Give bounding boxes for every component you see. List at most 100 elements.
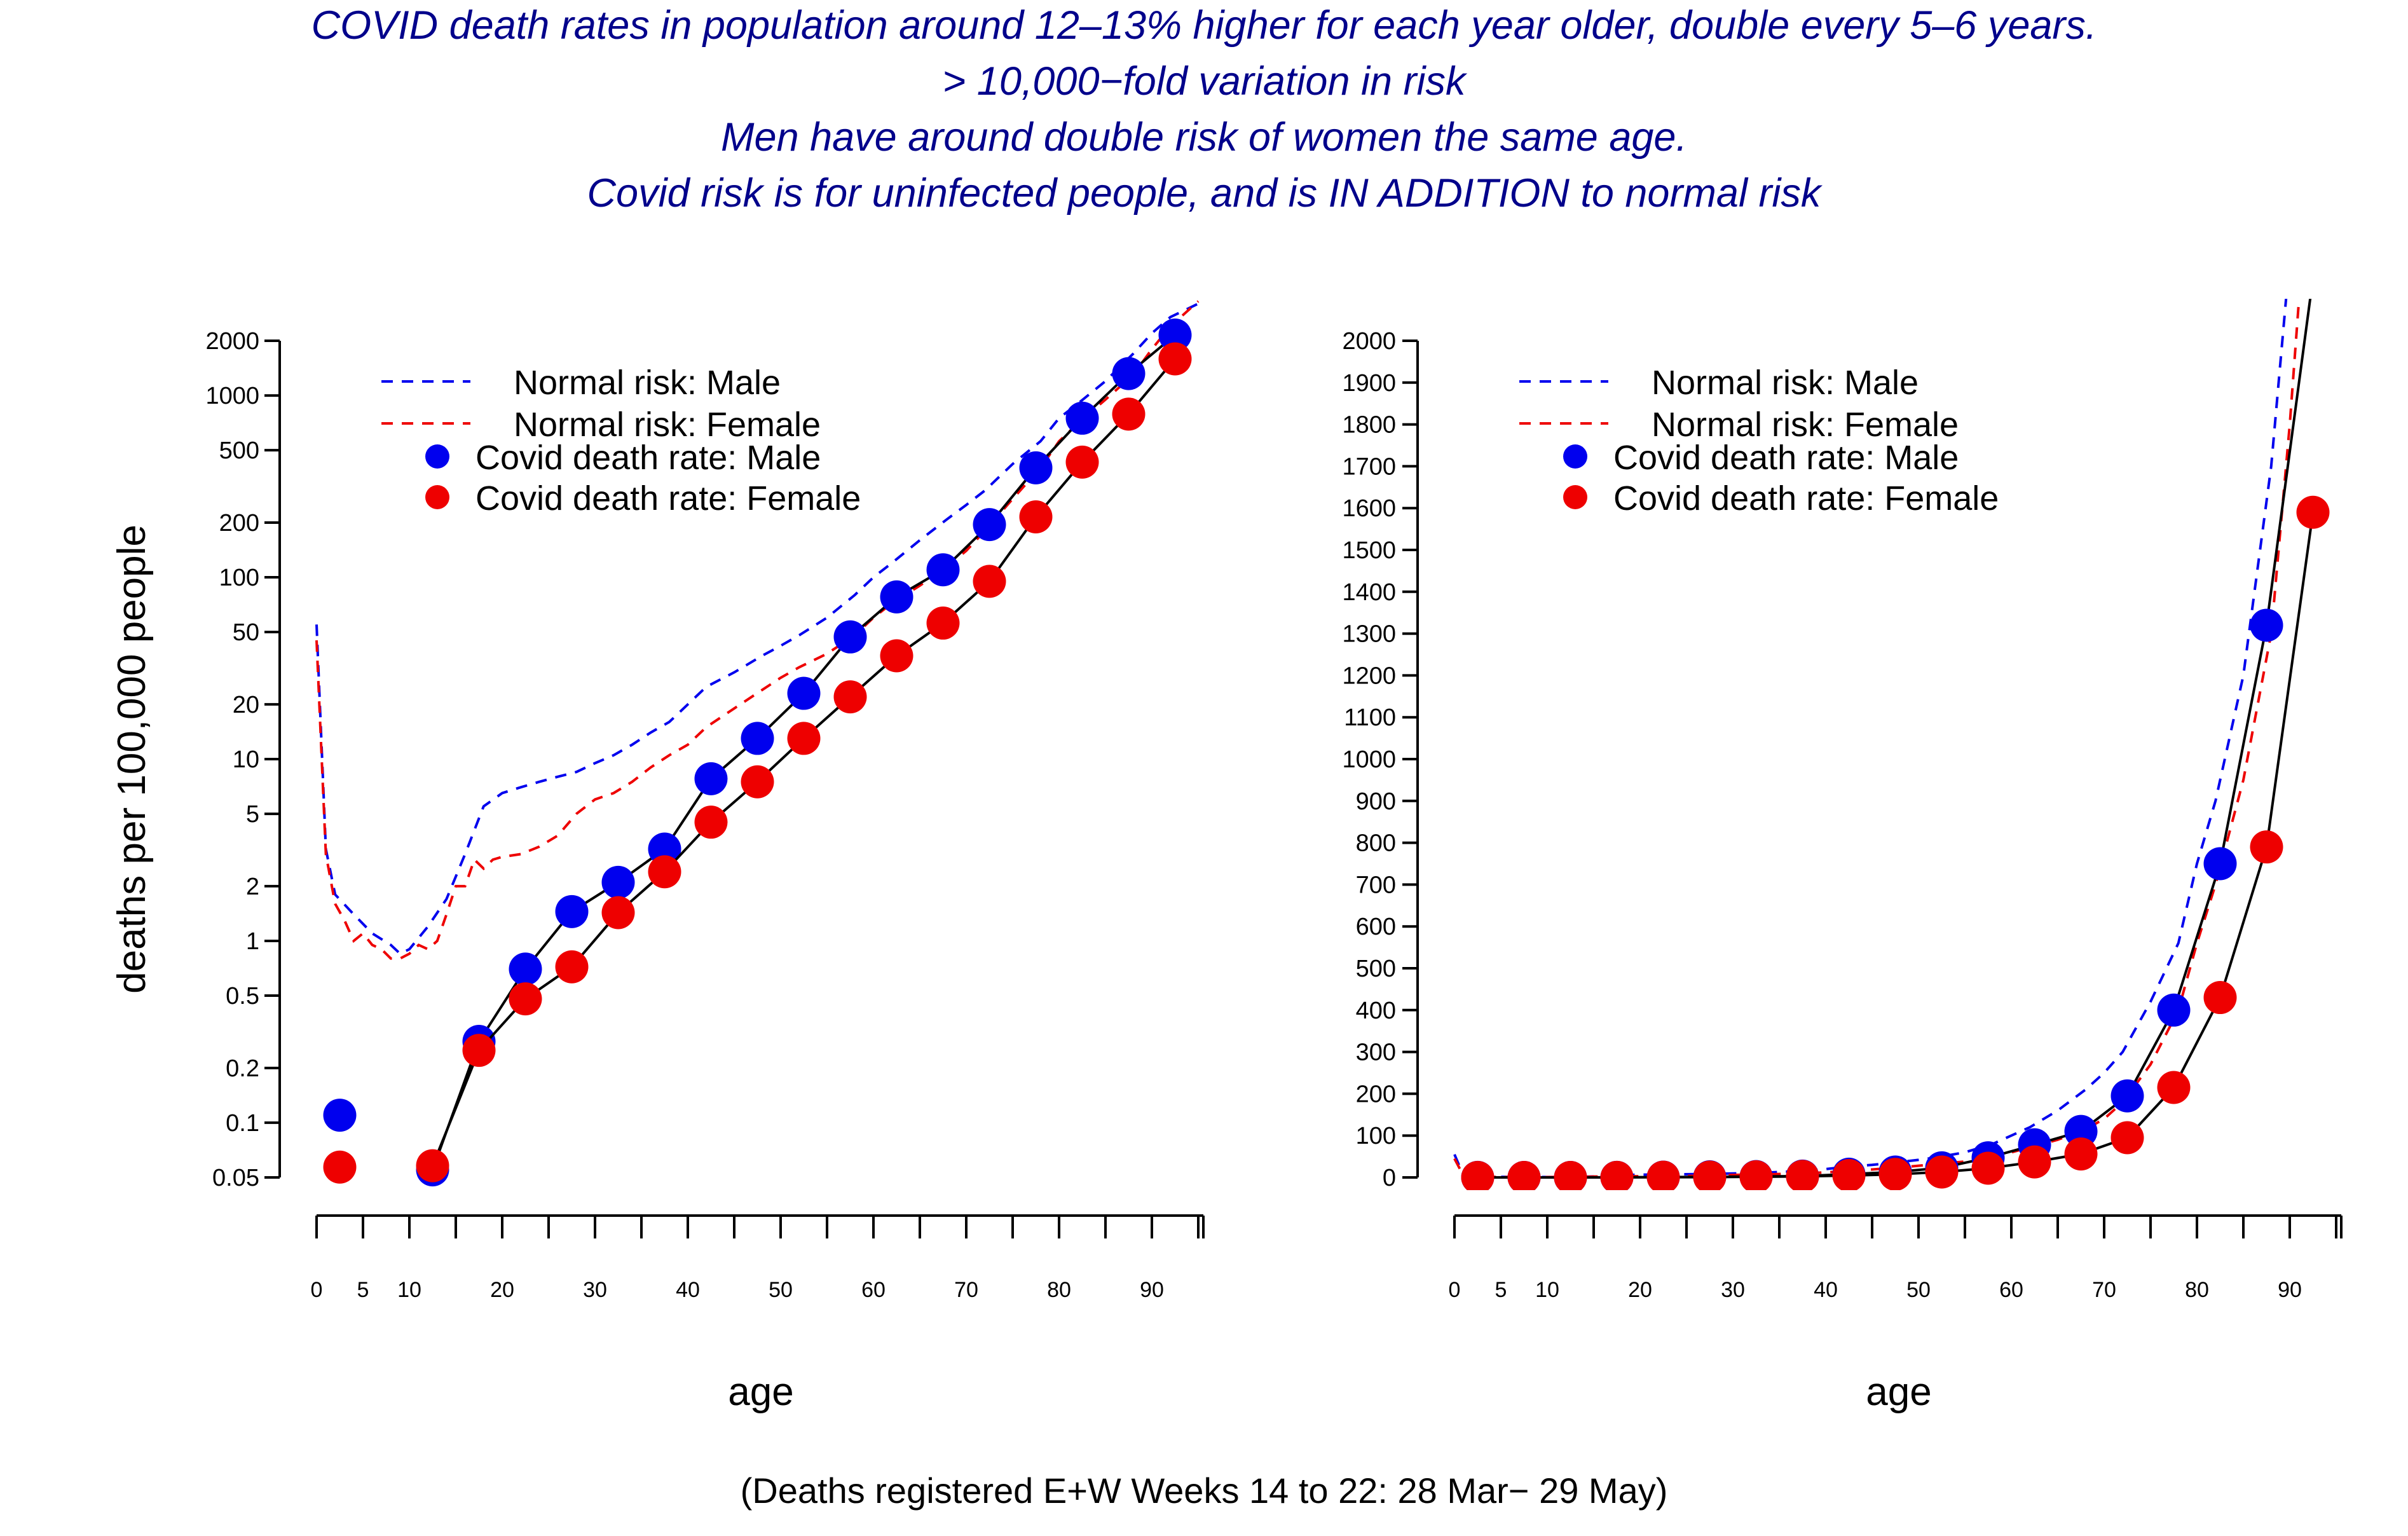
data-point <box>2250 608 2283 642</box>
data-point <box>1158 319 1192 352</box>
legend-label: Covid death rate: Male <box>1613 439 1959 477</box>
source-caption: (Deaths registered E+W Weeks 14 to 22: 2… <box>740 1471 1668 1511</box>
data-point <box>601 865 635 899</box>
x-tick-label: 10 <box>1535 1278 1559 1302</box>
x-tick-label: 5 <box>357 1278 369 1302</box>
legend-label: Covid death rate: Female <box>475 479 861 518</box>
legend-key <box>425 444 449 469</box>
data-point <box>694 806 728 839</box>
data-point <box>880 639 913 673</box>
data-point <box>1065 445 1099 479</box>
data-point <box>1646 1160 1680 1190</box>
series-line-1 <box>1453 299 2288 1179</box>
title-line-2: > 10,000−fold variation in risk <box>942 59 1466 104</box>
data-point <box>555 895 589 928</box>
data-point <box>2018 1145 2051 1179</box>
y-tick-label: 700 <box>1356 872 1396 898</box>
series-line-4 <box>1477 512 2315 1179</box>
y-tick-label: 1400 <box>1342 579 1396 606</box>
x-tick-label: 30 <box>583 1278 607 1302</box>
data-point <box>1065 401 1099 435</box>
title-line-3: Men have around double risk of women the… <box>721 115 1687 160</box>
y-tick-label: 0.2 <box>226 1055 259 1082</box>
data-point <box>1739 1160 1773 1190</box>
data-point <box>2064 1114 2098 1148</box>
y-tick-label: 500 <box>1356 956 1396 982</box>
plot-area-2 <box>1453 299 2330 1190</box>
x-tick-label: 50 <box>769 1278 793 1302</box>
data-point <box>648 832 681 866</box>
chart-title: COVID death rates in population around 1… <box>0 0 2408 221</box>
data-point <box>741 765 774 799</box>
y-axis-label: deaths per 100,000 people <box>110 525 154 994</box>
legend-label: Covid death rate: Male <box>475 439 821 477</box>
data-point <box>1507 1160 1541 1190</box>
data-point <box>2203 981 2237 1015</box>
x-tick-label: 40 <box>1814 1278 1838 1302</box>
y-tick-label: 2000 <box>1342 328 1396 355</box>
x-axis-label: age <box>1866 1370 1931 1414</box>
y-tick-label: 10 <box>233 746 259 773</box>
y-tick-label: 600 <box>1356 914 1396 940</box>
x-axis-2: 0 5 10 20 30 40 50 60 70 80 90 <box>1449 1214 2343 1302</box>
title-line-4: Covid risk is for uninfected people, and… <box>587 171 1821 216</box>
data-point <box>1600 1160 1634 1190</box>
data-point <box>926 607 960 640</box>
plot-area-1 <box>315 300 1200 1187</box>
data-point <box>787 722 821 755</box>
legend-key <box>1563 485 1587 509</box>
x-tick-label: 60 <box>861 1278 886 1302</box>
series-4 <box>1461 495 2330 1190</box>
y-tick-label: 20 <box>233 692 259 718</box>
x-tick-label: 0 <box>1449 1278 1461 1302</box>
data-point <box>1461 1160 1495 1190</box>
legend-label: Normal risk: Male <box>1652 364 1919 402</box>
y-axis-1: 0.05 0.1 0.2 0.5 1 2 5 10 20 50 100 200 500 1000 2000 <box>205 328 281 1191</box>
data-point <box>2110 1121 2144 1155</box>
x-tick-label: 70 <box>954 1278 978 1302</box>
data-point <box>1112 357 1146 390</box>
legend-key <box>425 485 449 509</box>
data-point <box>1693 1160 1727 1190</box>
legend-label: Normal risk: Male <box>514 364 781 402</box>
data-point <box>1971 1151 2005 1185</box>
series-4 <box>323 342 1192 1184</box>
data-point <box>1019 500 1053 533</box>
y-tick-label: 0.5 <box>226 983 259 1010</box>
data-point <box>648 855 681 889</box>
series-1 <box>1453 299 2288 1179</box>
x-tick-label: 40 <box>676 1278 700 1302</box>
data-point <box>2157 993 2191 1027</box>
data-point <box>787 676 821 710</box>
x-tick-label: 90 <box>1140 1278 1164 1302</box>
y-tick-label: 0.1 <box>226 1110 259 1137</box>
y-tick-label: 800 <box>1356 830 1396 857</box>
y-tick-label: 200 <box>1356 1081 1396 1107</box>
title-line-1: COVID death rates in population around 1… <box>311 3 2097 48</box>
data-point <box>926 553 960 587</box>
x-axis-label: age <box>728 1370 793 1414</box>
y-tick-label: 1300 <box>1342 621 1396 648</box>
legend-label: Covid death rate: Female <box>1613 479 1999 518</box>
y-tick-label: 1700 <box>1342 453 1396 480</box>
data-point <box>1925 1155 1959 1189</box>
data-point <box>323 1150 357 1184</box>
y-axis-2: 0 100 200 300 400 500 600 700 800 900 1000 1100 1200… <box>1342 328 1419 1191</box>
data-point <box>973 565 1006 598</box>
data-point <box>1554 1160 1587 1190</box>
y-tick-label: 1200 <box>1342 662 1396 689</box>
data-point <box>880 580 913 614</box>
data-point <box>601 896 635 929</box>
x-tick-label: 0 <box>311 1278 323 1302</box>
x-tick-label: 20 <box>490 1278 514 1302</box>
y-tick-label: 50 <box>233 619 259 646</box>
data-point <box>973 508 1006 542</box>
x-tick-label: 80 <box>1047 1278 1071 1302</box>
y-tick-label: 100 <box>1356 1123 1396 1149</box>
data-point <box>2296 495 2330 529</box>
x-tick-label: 60 <box>1999 1278 2023 1302</box>
x-tick-label: 90 <box>2278 1278 2302 1302</box>
data-point <box>694 762 728 795</box>
data-point <box>1112 397 1146 431</box>
